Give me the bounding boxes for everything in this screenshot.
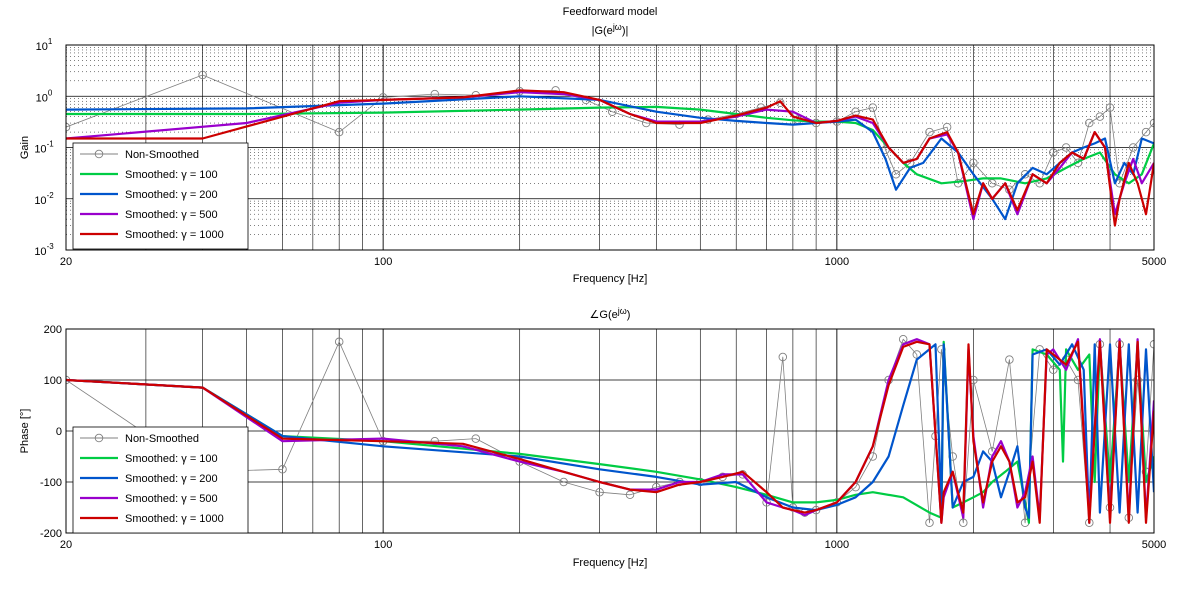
data-point bbox=[595, 487, 604, 497]
figure-title: Feedforward model bbox=[563, 6, 658, 18]
series-line-3 bbox=[66, 95, 1154, 221]
plot-panel-1: 20 100 1000 5000 10-3 10-2 10-1 100 101 |G(ejω)| F… bbox=[19, 22, 1166, 285]
x-axis-label: Frequency [Hz] bbox=[573, 557, 648, 569]
x-axis-label: Frequency [Hz] bbox=[573, 273, 648, 285]
legend-entry: Smoothed: γ = 1000 bbox=[125, 229, 224, 241]
data-point bbox=[891, 170, 901, 179]
y-tick-label: 10-3 bbox=[34, 242, 54, 258]
x-tick-label: 20 bbox=[60, 256, 72, 268]
y-tick-label: 10-1 bbox=[34, 140, 54, 156]
data-point bbox=[1020, 170, 1030, 179]
data-point bbox=[1095, 112, 1105, 121]
x-tick-label: 100 bbox=[374, 539, 392, 551]
x-tick-label: 1000 bbox=[825, 256, 849, 268]
data-point bbox=[652, 482, 661, 492]
data-point bbox=[1049, 148, 1058, 157]
grid-lines bbox=[66, 45, 1154, 250]
x-tick-label: 1000 bbox=[825, 539, 849, 551]
data-point bbox=[1061, 143, 1071, 152]
data-point bbox=[198, 70, 207, 80]
plot-panel-2: 20 100 1000 5000 -200 -100 0 100 200 ∠G(ejω) Frequ… bbox=[19, 306, 1166, 569]
series-line-5 bbox=[66, 340, 1154, 524]
series-line-2 bbox=[66, 340, 1154, 524]
x-tick-label: 20 bbox=[60, 539, 72, 551]
data-point bbox=[278, 465, 287, 474]
data-point bbox=[868, 103, 878, 112]
panel-title: |G(ejω)| bbox=[592, 22, 629, 37]
legend-entry: Smoothed: γ = 100 bbox=[125, 169, 218, 181]
data-point bbox=[959, 518, 968, 528]
data-point bbox=[1128, 143, 1138, 152]
legend: Non-Smoothed Smoothed: γ = 100 Smoothed: γ… bbox=[72, 142, 249, 250]
data-point bbox=[762, 498, 771, 507]
y-axis-label: Phase [°] bbox=[19, 409, 31, 454]
data-point bbox=[1005, 355, 1014, 364]
data-point bbox=[334, 337, 344, 347]
axes-frame bbox=[65, 328, 1155, 534]
legend-entry: Smoothed: γ = 500 bbox=[125, 493, 218, 505]
legend-box bbox=[72, 142, 249, 250]
y-tick-label: 200 bbox=[44, 324, 62, 336]
data-point bbox=[1141, 127, 1151, 137]
data-point bbox=[625, 490, 635, 500]
x-tick-label: 5000 bbox=[1142, 539, 1166, 551]
data-point bbox=[1073, 375, 1083, 385]
data-point bbox=[334, 127, 344, 137]
legend-marker bbox=[94, 433, 104, 443]
data-point bbox=[925, 518, 934, 528]
legend-box bbox=[72, 426, 249, 534]
data-point bbox=[1085, 118, 1094, 128]
y-tick-label: 100 bbox=[36, 88, 53, 104]
y-tick-label: -200 bbox=[40, 528, 62, 540]
x-tick-label: 5000 bbox=[1142, 256, 1166, 268]
data-point bbox=[925, 127, 934, 137]
data-point bbox=[942, 122, 952, 132]
legend-entry: Smoothed: γ = 200 bbox=[125, 189, 218, 201]
y-tick-label: 0 bbox=[56, 426, 62, 438]
data-point bbox=[778, 352, 788, 362]
x-tick-label: 100 bbox=[374, 256, 392, 268]
legend-entry: Non-Smoothed bbox=[125, 433, 199, 445]
y-axis-label: Gain bbox=[19, 136, 31, 159]
legend-entry: Non-Smoothed bbox=[125, 149, 199, 161]
data-point bbox=[969, 158, 978, 168]
y-tick-label: 101 bbox=[36, 37, 53, 53]
panel-title: ∠G(ejω) bbox=[590, 306, 631, 321]
data-point bbox=[378, 93, 388, 102]
legend-marker bbox=[94, 149, 104, 159]
y-tick-label: -100 bbox=[40, 477, 62, 489]
data-point bbox=[1049, 365, 1058, 375]
series-line-5 bbox=[66, 89, 1154, 227]
data-point bbox=[953, 179, 963, 188]
series-group bbox=[66, 70, 1154, 227]
legend-entry: Smoothed: γ = 100 bbox=[125, 453, 218, 465]
data-point bbox=[559, 477, 568, 487]
y-tick-label: 100 bbox=[44, 375, 62, 387]
data-point bbox=[1105, 103, 1115, 112]
legend-entry: Smoothed: γ = 1000 bbox=[125, 513, 224, 525]
y-tick-label: 10-2 bbox=[34, 191, 54, 207]
data-point bbox=[1133, 375, 1142, 385]
legend-entry: Smoothed: γ = 500 bbox=[125, 209, 218, 221]
data-point bbox=[471, 434, 481, 443]
data-point bbox=[898, 334, 908, 344]
legend-entry: Smoothed: γ = 200 bbox=[125, 473, 218, 485]
axes-frame bbox=[65, 44, 1155, 251]
legend: Non-Smoothed Smoothed: γ = 100 Smoothed: γ… bbox=[72, 426, 249, 534]
